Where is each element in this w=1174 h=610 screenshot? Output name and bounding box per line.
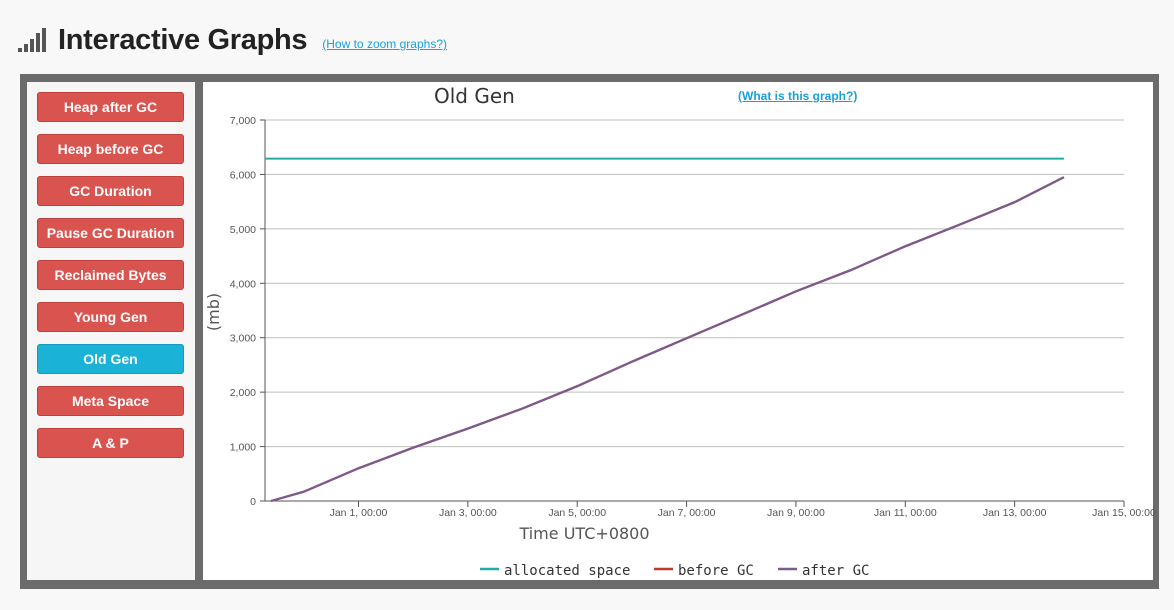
after-gc-line xyxy=(270,176,1065,503)
what-is-this-graph-link[interactable]: (What is this graph?) xyxy=(738,89,858,103)
young-gen-button[interactable]: Young Gen xyxy=(37,302,184,332)
y-axis-title: (mb) xyxy=(204,293,223,331)
page-header: Interactive Graphs (How to zoom graphs?) xyxy=(18,18,447,62)
chart-title: Old Gen xyxy=(434,84,515,108)
x-tick-label: Jan 7, 00:00 xyxy=(658,507,716,519)
old-gen-button[interactable]: Old Gen xyxy=(37,344,184,374)
y-tick-label: 5,000 xyxy=(230,224,256,236)
y-tick-label: 7,000 xyxy=(230,115,256,127)
x-tick-label: Jan 11, 00:00 xyxy=(874,507,937,519)
y-tick-label: 2,000 xyxy=(230,387,256,399)
zoom-help-link[interactable]: (How to zoom graphs?) xyxy=(322,37,447,51)
page-title: Interactive Graphs xyxy=(58,23,308,56)
a-and-p-button[interactable]: A & P xyxy=(37,428,184,458)
plot-panel xyxy=(203,82,1153,580)
x-tick-label: Jan 3, 00:00 xyxy=(439,507,497,519)
x-tick-label: Jan 9, 00:00 xyxy=(767,507,825,519)
before-gc-line xyxy=(270,176,1065,503)
y-tick-label: 6,000 xyxy=(230,169,256,181)
legend-after-gc-label: after GC xyxy=(802,563,869,579)
y-tick-label: 1,000 xyxy=(230,442,256,454)
reclaimed-bytes-button[interactable]: Reclaimed Bytes xyxy=(37,260,184,290)
bar-chart-icon xyxy=(18,26,48,54)
x-axis-title: Time UTC+0800 xyxy=(518,524,649,543)
legend-before-gc-label: before GC xyxy=(678,563,754,579)
x-tick-label: Jan 13, 00:00 xyxy=(983,507,1047,519)
graphs-frame: Heap after GC Heap before GC GC Duration… xyxy=(20,74,1159,589)
graph-sidebar: Heap after GC Heap before GC GC Duration… xyxy=(27,82,195,580)
y-tick-label: 3,000 xyxy=(230,333,256,345)
pause-gc-duration-button[interactable]: Pause GC Duration xyxy=(37,218,184,248)
y-tick-label: 0 xyxy=(250,496,256,508)
x-tick-label: Jan 1, 00:00 xyxy=(330,507,388,519)
x-tick-label: Jan 15, 00:00 xyxy=(1092,507,1156,519)
legend-allocated-space-label: allocated space xyxy=(504,563,630,579)
heap-after-gc-button[interactable]: Heap after GC xyxy=(37,92,184,122)
x-tick-label: Jan 5, 00:00 xyxy=(548,507,606,519)
heap-before-gc-button[interactable]: Heap before GC xyxy=(37,134,184,164)
gc-duration-button[interactable]: GC Duration xyxy=(37,176,184,206)
y-tick-label: 4,000 xyxy=(230,278,256,290)
meta-space-button[interactable]: Meta Space xyxy=(37,386,184,416)
